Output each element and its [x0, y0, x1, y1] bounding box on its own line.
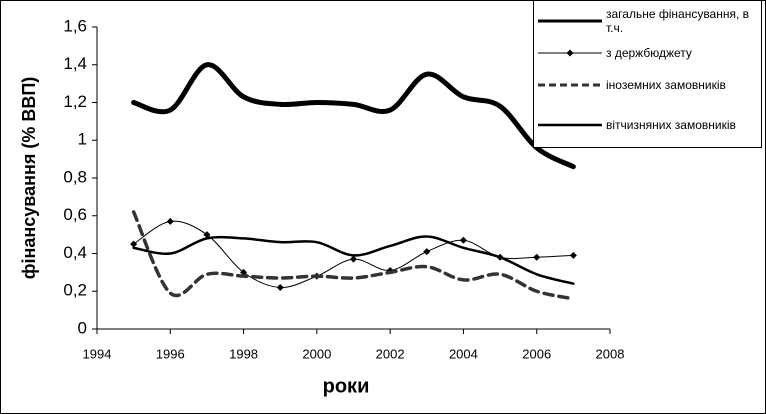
- marker: [569, 251, 577, 259]
- marker: [533, 253, 541, 261]
- marker: [130, 240, 138, 248]
- line-series: [132, 235, 575, 285]
- y-tick-label: 1,4: [63, 54, 87, 73]
- y-tick-label: 1,6: [63, 16, 87, 35]
- y-tick-label: 0: [78, 318, 87, 337]
- legend-label: з держбюджету: [606, 46, 692, 60]
- y-tick-label: 1: [78, 130, 87, 149]
- marker: [240, 268, 248, 276]
- legend: загальне фінансування, в т.ч. з держбюдже…: [533, 0, 762, 148]
- legend-swatch: [538, 83, 602, 87]
- x-tick-label: 1994: [83, 346, 112, 361]
- marker: [423, 248, 431, 256]
- line-series: [131, 210, 576, 301]
- x-tick-label: 2008: [596, 346, 625, 361]
- legend-item: іноземних замовників: [534, 69, 756, 101]
- legend-swatch: [538, 19, 602, 23]
- marker: [203, 231, 211, 239]
- legend-label: вітчизняних замовників: [606, 118, 736, 132]
- legend-swatch: [538, 123, 602, 127]
- y-tick-label: 1,2: [63, 92, 87, 111]
- legend-label: іноземних замовників: [606, 78, 726, 92]
- legend-item: загальне фінансування, в т.ч.: [534, 5, 756, 37]
- legend-item: з держбюджету: [534, 37, 756, 69]
- x-tick-label: 2002: [376, 346, 405, 361]
- legend-item: вітчизняних замовників: [534, 109, 756, 141]
- x-tick-label: 1998: [229, 346, 258, 361]
- legend-label: загальне фінансування, в т.ч.: [606, 7, 750, 35]
- y-tick-label: 0,2: [63, 281, 87, 300]
- y-tick-label: 0,6: [63, 205, 87, 224]
- marker: [166, 217, 174, 225]
- y-tick-label: 0,8: [63, 167, 87, 186]
- marker: [350, 255, 357, 263]
- x-tick-label: 2000: [302, 346, 331, 361]
- x-tick-label: 1996: [156, 346, 185, 361]
- legend-swatch: [538, 49, 602, 57]
- marker: [459, 236, 467, 244]
- x-tick-label: 2004: [449, 346, 478, 361]
- marker: [276, 283, 284, 291]
- y-axis-title: фінансування (% ВВП): [19, 77, 39, 280]
- legend-marker: [566, 49, 574, 57]
- x-axis-title: роки: [323, 375, 370, 397]
- line-series: [131, 62, 576, 170]
- x-tick-label: 2006: [522, 346, 551, 361]
- y-tick-label: 0,4: [63, 243, 87, 262]
